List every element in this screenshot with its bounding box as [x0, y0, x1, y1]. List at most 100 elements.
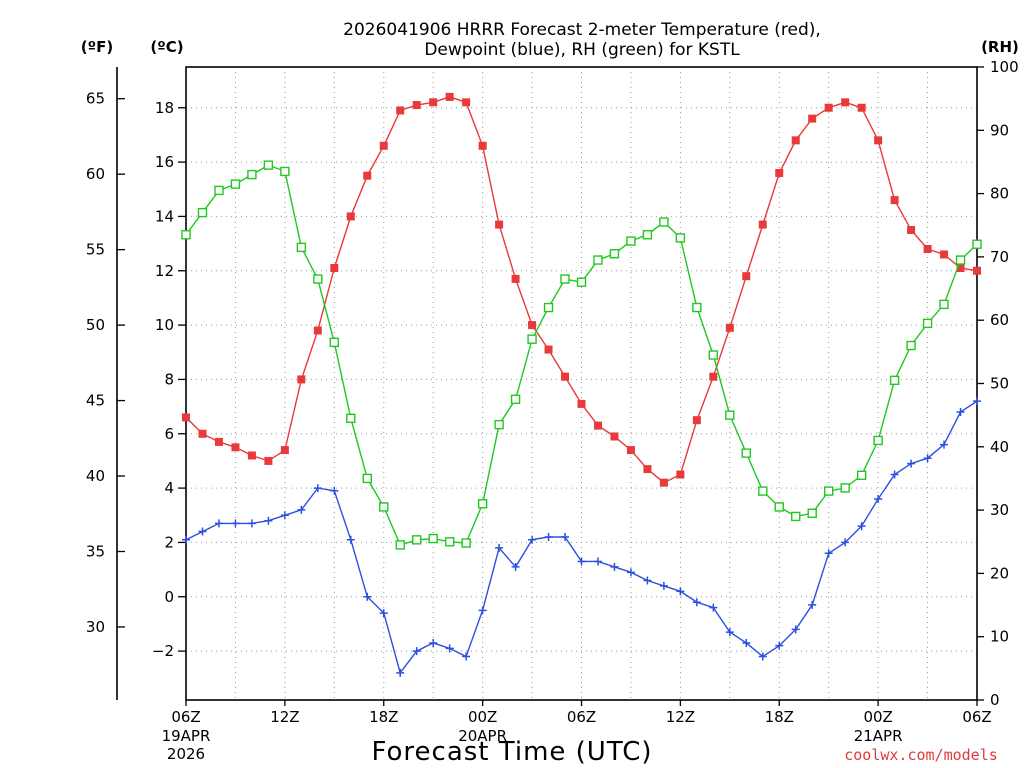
- temperature-point: [808, 114, 817, 123]
- temperature-point: [445, 92, 454, 101]
- temperature-point: [346, 212, 355, 221]
- relative-humidity-point: [972, 239, 982, 249]
- relative-humidity-point: [230, 179, 241, 189]
- relative-humidity-point: [395, 540, 405, 550]
- x-tick-label: 12Z: [666, 708, 695, 726]
- relative-humidity-point: [576, 277, 587, 287]
- dewpoint-point: [561, 532, 570, 541]
- relative-humidity-point: [708, 350, 719, 360]
- dewpoint-point: [412, 647, 421, 656]
- celsius-unit-label: (ºC): [150, 38, 183, 56]
- relative-humidity-series: [181, 160, 982, 550]
- relative-humidity-point: [922, 318, 933, 329]
- x-tick-date-label: 20APR: [458, 727, 507, 745]
- x-tick-label: 06Z: [171, 708, 200, 726]
- temperature-point: [511, 274, 520, 283]
- relative-humidity-point: [741, 448, 751, 458]
- dewpoint-point: [330, 486, 339, 495]
- chart-title-line1: 2026041906 HRRR Forecast 2-meter Tempera…: [343, 20, 821, 40]
- dewpoint-point: [940, 440, 949, 449]
- dewpoint-point: [182, 535, 190, 544]
- x-tick-label: 00Z: [863, 708, 892, 726]
- x-tick-label: 18Z: [765, 708, 794, 726]
- dewpoint-point: [841, 538, 850, 547]
- relative-humidity-point: [758, 486, 768, 496]
- tick-labels: −2 0 2 4 6 8 10 12 14 16 18 30 35 40 45 50 55 60 65 0 10 20 30…: [86, 58, 1019, 763]
- temperature-point: [742, 272, 751, 281]
- temperature-point: [528, 321, 537, 330]
- rh-tick-label: 50: [990, 375, 1009, 393]
- dewpoint-point: [824, 549, 833, 558]
- relative-humidity-point: [725, 410, 735, 420]
- relative-humidity-point: [609, 249, 620, 259]
- temperature-point: [577, 399, 586, 408]
- dewpoint-point: [973, 397, 981, 406]
- dewpoint-point: [445, 644, 454, 653]
- celsius-tick-label: 6: [164, 425, 174, 443]
- relative-humidity-point: [362, 473, 372, 484]
- temperature-point: [874, 136, 883, 145]
- rh-tick-label: 30: [990, 501, 1009, 519]
- dewpoint-point: [692, 598, 701, 607]
- dewpoint-point: [775, 641, 784, 650]
- dewpoint-point: [709, 603, 718, 612]
- dewpoint-point: [280, 511, 289, 520]
- relative-humidity-point: [296, 242, 307, 253]
- temperature-point: [396, 106, 405, 115]
- relative-humidity-point: [444, 537, 455, 547]
- dewpoint-point: [511, 562, 520, 571]
- rh-tick-label: 40: [990, 438, 1009, 456]
- dewpoint-point: [396, 668, 405, 677]
- relative-humidity-point: [675, 233, 686, 243]
- relative-humidity-point: [939, 299, 949, 310]
- relative-humidity-point: [428, 533, 438, 544]
- relative-humidity-point: [379, 502, 389, 512]
- temperature-point: [412, 101, 421, 110]
- relative-humidity-point: [247, 169, 257, 180]
- relative-humidity-point: [461, 538, 471, 548]
- temperature-point: [462, 98, 471, 107]
- dewpoint-point: [247, 519, 256, 528]
- dewpoint-point: [643, 576, 652, 585]
- relative-humidity-point: [263, 160, 274, 170]
- dewpoint-point: [363, 592, 372, 601]
- temperature-point: [313, 326, 322, 335]
- rh-tick-label: 70: [990, 248, 1009, 266]
- temperature-point: [544, 345, 553, 354]
- temperature-point: [709, 372, 718, 381]
- temperature-point: [231, 443, 240, 452]
- relative-humidity-point: [477, 499, 488, 509]
- x-tick-label: 00Z: [468, 708, 497, 726]
- dewpoint-point: [198, 527, 207, 536]
- celsius-tick-label: 14: [155, 207, 174, 225]
- rh-tick-label: 0: [990, 691, 1000, 709]
- celsius-tick-label: 18: [155, 99, 174, 117]
- dewpoint-point: [659, 581, 668, 590]
- fahrenheit-tick-label: 35: [86, 542, 105, 560]
- chart-title-line2: Dewpoint (blue), RH (green) for KSTL: [424, 40, 740, 60]
- fahrenheit-tick-label: 65: [86, 90, 105, 108]
- temperature-point: [923, 245, 932, 254]
- fahrenheit-tick-label: 40: [86, 467, 105, 485]
- relative-humidity-point: [955, 255, 966, 265]
- temperature-point: [725, 323, 734, 332]
- dewpoint-point: [923, 454, 932, 463]
- temperature-point: [824, 103, 833, 112]
- rh-unit-label: (RH): [981, 38, 1019, 56]
- dewpoint-point: [791, 625, 800, 634]
- dewpoint-point: [758, 652, 767, 661]
- relative-humidity-point: [642, 230, 653, 240]
- fahrenheit-unit-label: (ºF): [81, 38, 113, 56]
- relative-humidity-point: [659, 217, 669, 227]
- temperature-point: [429, 98, 438, 107]
- temperature-point: [857, 103, 866, 112]
- relative-humidity-point: [873, 435, 883, 446]
- relative-humidity-point: [494, 419, 504, 430]
- temperature-point: [676, 470, 685, 479]
- rh-tick-label: 90: [990, 121, 1009, 139]
- dewpoint-point: [346, 535, 355, 544]
- relative-humidity-point: [593, 255, 603, 265]
- dewpoint-point: [874, 494, 883, 503]
- temperature-point: [841, 98, 850, 107]
- dewpoint-point: [742, 638, 751, 647]
